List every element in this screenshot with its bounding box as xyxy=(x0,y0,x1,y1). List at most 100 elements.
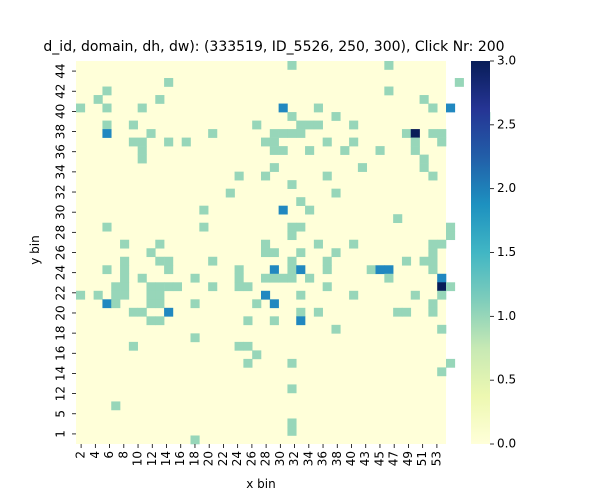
heatmap-cell xyxy=(190,299,200,309)
heatmap-cell xyxy=(437,129,447,138)
heatmap-cell xyxy=(305,205,315,215)
heatmap-cell xyxy=(243,341,253,351)
heatmap-cell xyxy=(428,307,438,317)
heatmap-cell xyxy=(313,307,323,317)
heatmap-cell xyxy=(401,256,412,266)
colorbar-tick-label: 1.5 xyxy=(497,245,516,259)
heatmap-cell xyxy=(287,61,297,70)
heatmap-cell xyxy=(146,316,156,326)
y-axis-ticks: 44 42 40 38 36 34 32 30 28 26 24 22 20 18 16 14 12 5 1 xyxy=(54,63,76,438)
heatmap-cell xyxy=(146,299,156,309)
heatmap-cell xyxy=(155,95,165,104)
heatmap-cell xyxy=(234,171,244,181)
y-tick-label: 40 xyxy=(54,104,68,119)
heatmap-cell xyxy=(313,120,323,130)
heatmap-cell xyxy=(287,231,297,241)
colorbar xyxy=(471,61,490,444)
y-tick-label: 32 xyxy=(54,184,68,199)
heatmap-cell xyxy=(120,290,130,300)
heatmap-cell xyxy=(155,282,165,292)
heatmap-cell xyxy=(313,239,323,249)
heatmap-cell xyxy=(366,265,376,275)
heatmap-cell xyxy=(269,248,279,258)
y-axis-title: y bin xyxy=(28,235,42,264)
x-tick-label: 34 xyxy=(301,451,315,466)
colorbar-tick-label: 2.0 xyxy=(497,181,516,195)
heatmap-cell xyxy=(446,222,456,232)
heatmap-cell xyxy=(137,273,147,283)
heatmap-cell xyxy=(296,222,306,232)
x-tick-label: 18 xyxy=(187,451,201,466)
heatmap-cell xyxy=(269,137,279,147)
heatmap-cell xyxy=(164,256,174,266)
heatmap-cell xyxy=(146,248,156,258)
heatmap-cell xyxy=(419,163,429,172)
heatmap-cell xyxy=(120,265,130,275)
heatmap-cell xyxy=(287,222,297,232)
heatmap-cell xyxy=(437,324,447,334)
heatmap-cell xyxy=(401,307,412,317)
heatmap-cell xyxy=(375,146,385,155)
heatmap-cell xyxy=(164,137,174,147)
heatmap-cell xyxy=(155,316,165,326)
heatmap-cell xyxy=(199,222,209,232)
heatmap-cell xyxy=(269,299,279,309)
x-tick-label: 36 xyxy=(316,451,330,466)
y-tick-label: 14 xyxy=(54,366,68,381)
heatmap-cell xyxy=(234,265,244,275)
heatmap-cell xyxy=(419,256,429,266)
heatmap-cell xyxy=(278,129,288,138)
heatmap-cell xyxy=(428,129,438,138)
x-tick-label: 43 xyxy=(358,451,372,466)
heatmap-cell xyxy=(93,290,103,300)
heatmap-cell xyxy=(287,129,297,138)
x-tick-label: 6 xyxy=(102,451,116,459)
heatmap-cell xyxy=(155,256,165,266)
heatmap-cell xyxy=(437,137,447,147)
heatmap-cell xyxy=(208,256,218,266)
colorbar-tick-label: 3.0 xyxy=(497,54,516,68)
heatmap-cell xyxy=(419,154,429,164)
heatmap-cell xyxy=(269,146,279,155)
heatmap-cell xyxy=(225,188,235,198)
y-tick-label: 1 xyxy=(54,430,68,438)
heatmap-cell xyxy=(393,307,403,317)
heatmap-cell xyxy=(287,426,297,436)
heatmap-cell xyxy=(261,273,271,283)
heatmap-cell xyxy=(437,273,447,283)
y-tick-label: 30 xyxy=(54,205,68,220)
heatmap-cell xyxy=(243,358,253,368)
heatmap-cell xyxy=(331,324,341,334)
y-tick-label: 42 xyxy=(54,84,68,99)
heatmap-cell xyxy=(208,282,218,292)
heatmap-cell xyxy=(437,290,447,300)
heatmap-cell xyxy=(261,137,271,147)
x-tick-label: 2 xyxy=(74,451,88,459)
heatmap-cell xyxy=(164,282,174,292)
heatmap-cell xyxy=(102,103,112,113)
heatmap-cell xyxy=(252,350,262,360)
heatmap-cell xyxy=(137,146,147,155)
heatmap-cell xyxy=(446,358,456,368)
heatmap-cell xyxy=(190,435,200,445)
heatmap-cell xyxy=(146,290,156,300)
heatmap-cell xyxy=(120,256,130,266)
heatmap-cell xyxy=(269,265,279,275)
heatmap-cell xyxy=(102,299,112,309)
heatmap-cell xyxy=(102,129,112,138)
heatmap-cell xyxy=(278,103,288,113)
heatmap-cell xyxy=(261,290,271,300)
heatmap-cell xyxy=(410,290,420,300)
heatmap-cell xyxy=(357,163,368,172)
heatmap-cell xyxy=(384,86,394,96)
heatmap-cell xyxy=(172,282,183,292)
heatmap-cell xyxy=(243,282,253,292)
heatmap-cell xyxy=(128,137,138,147)
heatmap-cell xyxy=(384,265,394,275)
heatmap-cell xyxy=(278,146,288,155)
x-tick-label: 14 xyxy=(159,451,173,466)
y-tick-label: 18 xyxy=(54,325,68,340)
heatmap-cell xyxy=(93,95,103,104)
heatmap-cell xyxy=(428,248,438,258)
heatmap-cell xyxy=(102,120,112,130)
